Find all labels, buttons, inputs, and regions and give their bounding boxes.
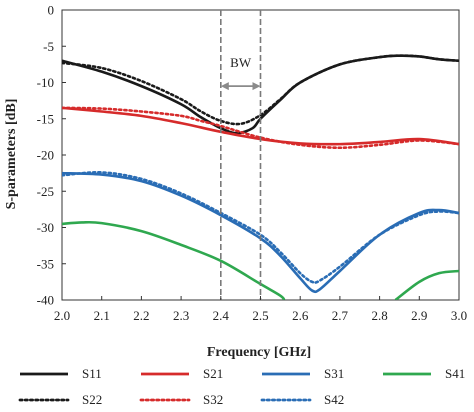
axes: 2.0 2.1 2.2 2.3 2.4 2.5 2.6 2.7 2.8 2.9 3.0 0 -5 -10 -…: [37, 3, 467, 324]
series-s21: [62, 106, 459, 146]
series-s41: [62, 220, 459, 300]
legend-item-s41: S41: [383, 366, 465, 381]
series-s22: [62, 54, 459, 126]
y-tick-label: 0: [48, 3, 55, 18]
y-axis-title: S-parameters [dB]: [4, 99, 19, 210]
x-tick-label: 2.1: [94, 308, 110, 323]
legend: S11 S21 S31 S41 S22 S32 S42: [18, 366, 465, 407]
x-tick-label: 2.9: [411, 308, 427, 323]
y-tick-label: -35: [37, 256, 54, 271]
x-tick-label: 2.6: [292, 308, 309, 323]
y-tick-label: -40: [37, 293, 54, 308]
legend-item-s42: S42: [260, 392, 344, 407]
y-tick-label: -30: [37, 220, 54, 235]
x-tick-label: 2.2: [133, 308, 149, 323]
x-tick-label: 2.0: [54, 308, 70, 323]
series-line-s22: [62, 54, 459, 126]
series-line-s42: [62, 171, 459, 284]
x-tick-label: 2.7: [332, 308, 349, 323]
y-tick-label: -5: [43, 39, 54, 54]
bw-arrowhead-left: [220, 82, 229, 91]
legend-item-s21: S21: [141, 366, 223, 381]
series-line-s31: [62, 171, 459, 294]
legend-item-s11: S11: [20, 366, 102, 381]
series-line-s32: [62, 106, 459, 150]
y-tick-label: -25: [37, 184, 54, 199]
legend-label: S22: [82, 392, 102, 407]
x-tick-label: 2.5: [252, 308, 268, 323]
legend-item-s32: S32: [139, 392, 223, 407]
bw-arrowhead-right: [252, 82, 261, 91]
series-line-s41-b: [394, 269, 459, 300]
legend-label: S42: [324, 392, 344, 407]
series-s32: [62, 106, 459, 150]
legend-label: S31: [324, 366, 344, 381]
legend-label: S11: [82, 366, 102, 381]
legend-item-s31: S31: [262, 366, 344, 381]
legend-label: S32: [203, 392, 223, 407]
x-tick-label: 3.0: [451, 308, 467, 323]
x-tick-label: 2.4: [213, 308, 230, 323]
y-tick-label: -15: [37, 111, 54, 126]
y-tick-label: -10: [37, 75, 54, 90]
series-s31: [62, 171, 459, 294]
x-axis-title: Frequency [GHz]: [207, 345, 311, 360]
x-tick-label: 2.8: [371, 308, 387, 323]
legend-item-s22: S22: [18, 392, 102, 407]
legend-label: S41: [445, 366, 465, 381]
bandwidth-annotation: BW: [220, 10, 262, 300]
bw-label: BW: [230, 55, 252, 70]
x-tick-label: 2.3: [173, 308, 189, 323]
series-line-s21: [62, 106, 459, 146]
series-layer: [62, 54, 459, 300]
y-tick-label: -20: [37, 148, 54, 163]
series-line-s41: [62, 220, 286, 300]
series-s42: [62, 171, 459, 284]
legend-label: S21: [203, 366, 223, 381]
